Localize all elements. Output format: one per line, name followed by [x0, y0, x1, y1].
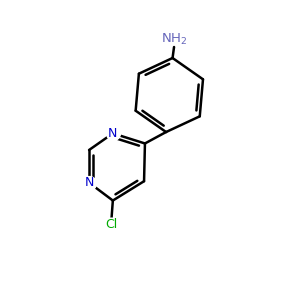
- Text: N: N: [84, 176, 94, 189]
- Text: Cl: Cl: [105, 218, 117, 231]
- Text: NH$_2$: NH$_2$: [161, 32, 187, 47]
- Text: N: N: [108, 127, 118, 140]
